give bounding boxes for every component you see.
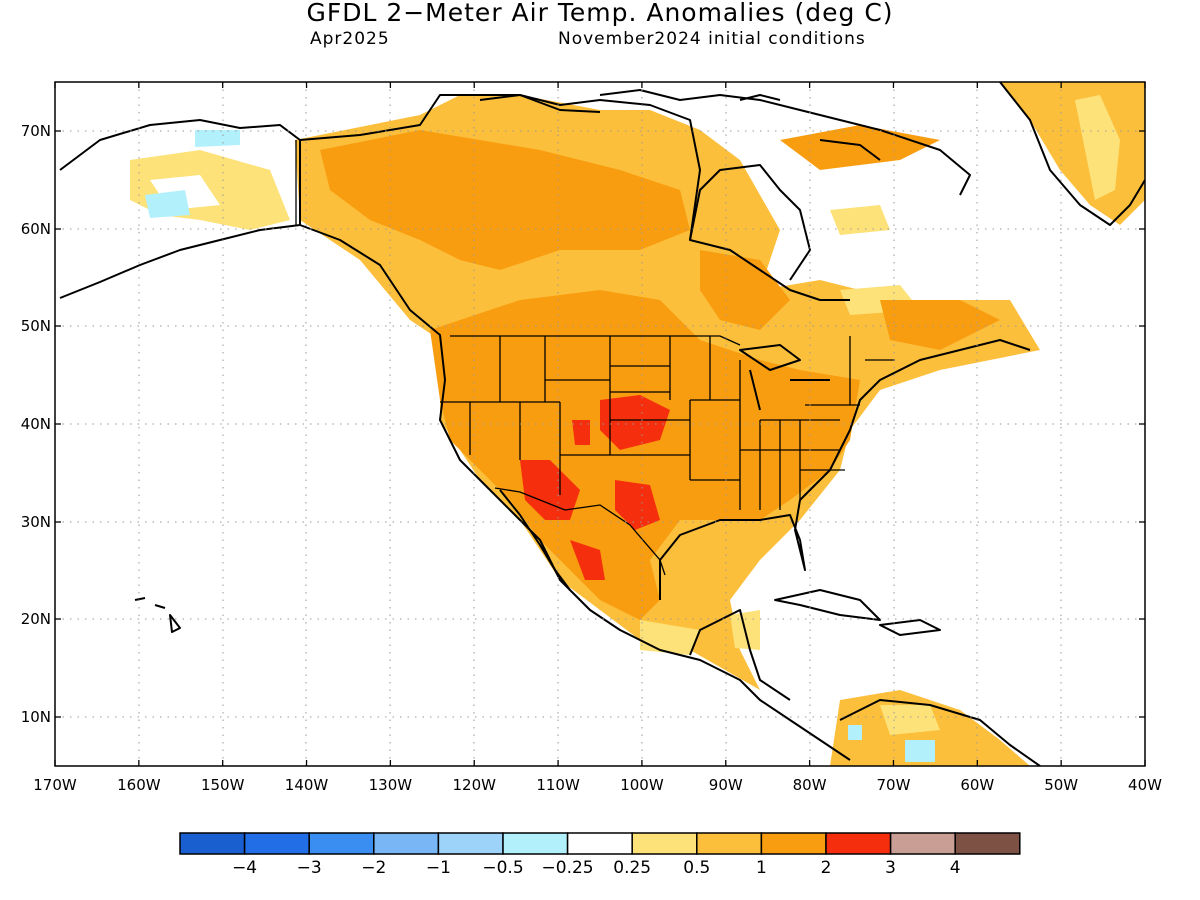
colorbar-label: 2 xyxy=(821,858,832,878)
colorbar-label: −1 xyxy=(426,858,451,878)
lon-tick-label: 60W xyxy=(960,776,994,794)
colorbar-swatch xyxy=(954,832,1021,855)
colorbar-swatch xyxy=(760,832,827,855)
colorbar-label: −2 xyxy=(361,858,386,878)
colorbar-label: 3 xyxy=(885,858,896,878)
colorbar-label: −0.25 xyxy=(542,858,594,878)
lon-tick-label: 150W xyxy=(201,776,245,794)
lat-axis: 70N 60N 50N 40N 30N 20N 10N xyxy=(21,122,1145,726)
lon-tick-label: 40W xyxy=(1128,776,1162,794)
colorbar-label: 1 xyxy=(756,858,767,878)
initial-conditions-label: November2024 initial conditions xyxy=(558,29,866,49)
colorbar-swatch xyxy=(179,832,246,855)
colorbar: −4 −3 −2 −1 −0.5 −0.25 0.25 0.5 1 2 3 4 xyxy=(179,832,1021,878)
lat-tick-label: 10N xyxy=(21,708,51,726)
lon-tick-label: 110W xyxy=(536,776,580,794)
colorbar-label: 0.5 xyxy=(683,858,710,878)
lon-tick-label: 70W xyxy=(877,776,911,794)
colorbar-swatch xyxy=(502,832,569,855)
colorbar-label: −4 xyxy=(232,858,257,878)
lat-tick-label: 30N xyxy=(21,513,51,531)
colorbar-swatch xyxy=(696,832,763,855)
lon-tick-label: 120W xyxy=(452,776,496,794)
colorbar-label: 0.25 xyxy=(613,858,651,878)
colorbar-swatch xyxy=(825,832,892,855)
map-title: GFDL 2−Meter Air Temp. Anomalies (deg C) xyxy=(306,0,894,27)
colorbar-swatch xyxy=(889,832,956,855)
lat-tick-label: 40N xyxy=(21,415,51,433)
colorbar-label: 4 xyxy=(950,858,961,878)
colorbar-swatch xyxy=(373,832,440,855)
lat-tick-label: 60N xyxy=(21,220,51,238)
lat-tick-label: 50N xyxy=(21,317,51,335)
colorbar-swatch xyxy=(437,832,504,855)
lon-tick-label: 140W xyxy=(285,776,329,794)
political-borders xyxy=(295,140,895,576)
colorbar-label: −3 xyxy=(297,858,322,878)
colorbar-swatch xyxy=(631,832,698,855)
lon-tick-label: 100W xyxy=(620,776,664,794)
lat-tick-label: 20N xyxy=(21,610,51,628)
colorbar-swatch xyxy=(243,832,310,855)
lat-tick-label: 70N xyxy=(21,122,51,140)
lon-tick-label: 50W xyxy=(1044,776,1078,794)
lon-tick-label: 160W xyxy=(117,776,161,794)
colorbar-swatch xyxy=(566,832,633,855)
valid-month-label: Apr2025 xyxy=(310,29,390,49)
colorbar-label: −0.5 xyxy=(482,858,523,878)
coastlines xyxy=(59,82,1145,766)
colorbar-swatch xyxy=(308,832,375,855)
lon-tick-label: 130W xyxy=(369,776,413,794)
lon-tick-label: 170W xyxy=(33,776,77,794)
lon-axis: 170W 160W 150W 140W 130W 120W 110W 100W 90W 80W 70… xyxy=(33,82,1162,794)
lat-lon-grid xyxy=(55,82,1145,766)
lon-tick-label: 80W xyxy=(793,776,827,794)
lon-tick-label: 90W xyxy=(709,776,743,794)
